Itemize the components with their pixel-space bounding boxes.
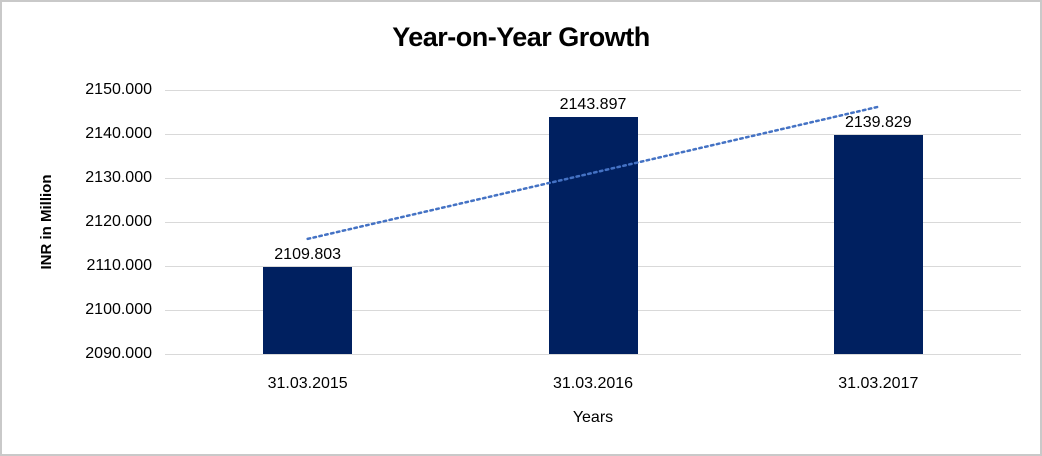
bar-31.03.2016 — [548, 116, 638, 354]
trendline-path — [306, 105, 880, 241]
bar-31.03.2017 — [833, 134, 923, 354]
gridline — [165, 90, 1021, 91]
bar-data-label: 2139.829 — [844, 113, 912, 131]
x-axis-title: Years — [572, 409, 614, 426]
gridline — [165, 354, 1021, 355]
bar-31.03.2015 — [263, 266, 353, 354]
bar-data-label: 2109.803 — [274, 245, 342, 263]
x-tick-label: 31.03.2017 — [838, 375, 919, 392]
y-tick-label: 2120.000 — [85, 213, 152, 230]
y-tick-label: 2110.000 — [86, 257, 152, 274]
y-tick-label: 2150.000 — [85, 81, 152, 98]
y-tick-label: 2100.000 — [85, 301, 152, 318]
bar-data-label: 2143.897 — [559, 95, 627, 113]
y-tick-label: 2090.000 — [85, 345, 152, 362]
trendline — [306, 105, 880, 241]
chart-title: Year-on-Year Growth — [392, 22, 650, 52]
x-tick-label: 31.03.2016 — [552, 375, 634, 392]
x-tick-label: 31.03.2015 — [267, 375, 348, 392]
y-tick-label: 2140.000 — [85, 125, 152, 142]
y-tick-label: 2130.000 — [85, 169, 152, 186]
plot-area: 2109.803 2143.897 2139.829 — [165, 90, 1021, 355]
